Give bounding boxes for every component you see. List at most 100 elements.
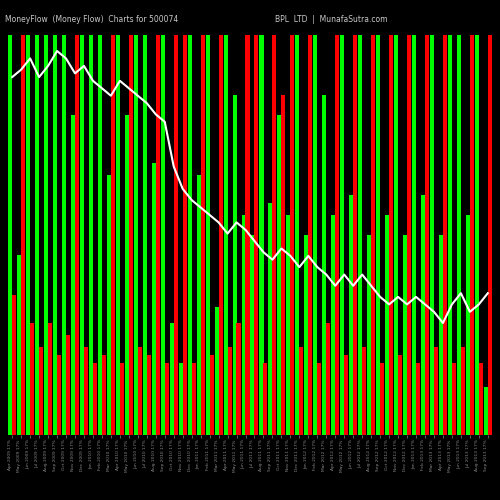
Bar — [80, 35, 84, 435]
Bar — [278, 115, 281, 435]
Bar — [57, 355, 61, 435]
Bar — [290, 35, 294, 435]
Bar — [322, 95, 326, 435]
Bar — [479, 363, 483, 435]
Bar — [439, 235, 443, 435]
Bar — [264, 363, 268, 435]
Bar — [367, 235, 371, 435]
Bar — [407, 35, 411, 435]
Bar — [102, 355, 106, 435]
Bar — [178, 363, 182, 435]
Bar — [362, 347, 366, 435]
Bar — [228, 347, 232, 435]
Bar — [111, 35, 115, 435]
Bar — [26, 35, 30, 435]
Bar — [170, 323, 174, 435]
Bar — [398, 355, 402, 435]
Bar — [443, 35, 447, 435]
Bar — [314, 35, 318, 435]
Bar — [84, 347, 88, 435]
Bar — [125, 115, 129, 435]
Bar — [466, 215, 470, 435]
Bar — [30, 323, 34, 435]
Bar — [107, 175, 111, 435]
Bar — [71, 115, 75, 435]
Bar — [98, 35, 102, 435]
Bar — [475, 35, 479, 435]
Bar — [371, 35, 375, 435]
Bar — [188, 35, 192, 435]
Bar — [214, 307, 218, 435]
Bar — [8, 35, 12, 435]
Bar — [332, 215, 336, 435]
Bar — [250, 235, 254, 435]
Bar — [358, 35, 362, 435]
Bar — [272, 35, 276, 435]
Bar — [129, 35, 133, 435]
Bar — [232, 95, 236, 435]
Text: MoneyFlow  (Money Flow)  Charts for 500074: MoneyFlow (Money Flow) Charts for 500074 — [5, 15, 178, 24]
Bar — [246, 35, 250, 435]
Bar — [461, 347, 465, 435]
Bar — [254, 35, 258, 435]
Bar — [17, 255, 21, 435]
Bar — [425, 35, 429, 435]
Bar — [326, 323, 330, 435]
Bar — [286, 215, 290, 435]
Bar — [62, 35, 66, 435]
Bar — [35, 35, 39, 435]
Bar — [430, 35, 434, 435]
Bar — [488, 35, 492, 435]
Bar — [457, 35, 461, 435]
Bar — [138, 347, 142, 435]
Bar — [66, 335, 70, 435]
Bar — [340, 35, 344, 435]
Bar — [470, 35, 474, 435]
Bar — [385, 215, 389, 435]
Bar — [389, 35, 393, 435]
Bar — [434, 347, 438, 435]
Bar — [452, 363, 456, 435]
Text: BPL  LTD  |  MunafaSutra.com: BPL LTD | MunafaSutra.com — [275, 15, 388, 24]
Bar — [335, 35, 339, 435]
Bar — [236, 323, 240, 435]
Bar — [380, 363, 384, 435]
Bar — [134, 35, 138, 435]
Bar — [156, 35, 160, 435]
Bar — [164, 363, 168, 435]
Bar — [161, 35, 165, 435]
Bar — [174, 35, 178, 435]
Bar — [260, 35, 264, 435]
Bar — [206, 35, 210, 435]
Bar — [304, 235, 308, 435]
Bar — [224, 35, 228, 435]
Bar — [12, 295, 16, 435]
Bar — [349, 195, 353, 435]
Bar — [21, 35, 25, 435]
Bar — [412, 35, 416, 435]
Bar — [376, 35, 380, 435]
Bar — [44, 35, 48, 435]
Bar — [318, 363, 322, 435]
Bar — [116, 35, 120, 435]
Bar — [296, 35, 300, 435]
Bar — [182, 35, 186, 435]
Bar — [39, 347, 43, 435]
Bar — [268, 203, 272, 435]
Bar — [48, 323, 52, 435]
Bar — [147, 355, 151, 435]
Bar — [196, 175, 200, 435]
Bar — [143, 35, 147, 435]
Bar — [152, 163, 156, 435]
Bar — [448, 35, 452, 435]
Bar — [282, 95, 286, 435]
Bar — [421, 195, 425, 435]
Bar — [192, 363, 196, 435]
Bar — [416, 363, 420, 435]
Bar — [93, 363, 97, 435]
Bar — [394, 35, 398, 435]
Bar — [242, 215, 246, 435]
Bar — [210, 355, 214, 435]
Bar — [218, 35, 222, 435]
Bar — [75, 35, 79, 435]
